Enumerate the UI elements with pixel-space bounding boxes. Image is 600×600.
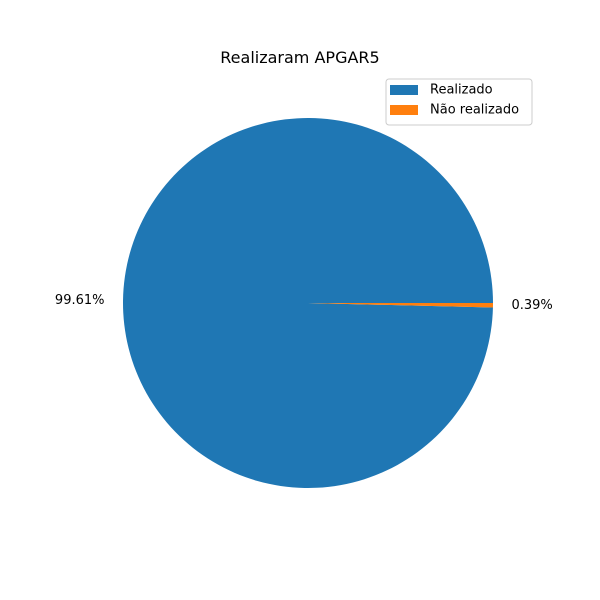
legend-frame	[385, 78, 533, 126]
pie-slices	[123, 117, 493, 488]
legend-label-1: Não realizado	[430, 103, 519, 118]
pie-slice-1	[308, 303, 493, 308]
pie-value-labels: 99.61% 0.39%	[55, 293, 553, 313]
pie-slice-0	[123, 117, 493, 488]
legend-swatch-0	[390, 85, 418, 95]
legend-label-0: Realizado	[430, 83, 493, 98]
pie-value-label-0: 99.61%	[55, 293, 105, 308]
chart-title: Realizaram APGAR5	[220, 48, 379, 67]
legend: Realizado Não realizado	[385, 78, 533, 126]
pie-value-label-1: 0.39%	[511, 298, 552, 313]
legend-swatch-1	[390, 105, 418, 115]
